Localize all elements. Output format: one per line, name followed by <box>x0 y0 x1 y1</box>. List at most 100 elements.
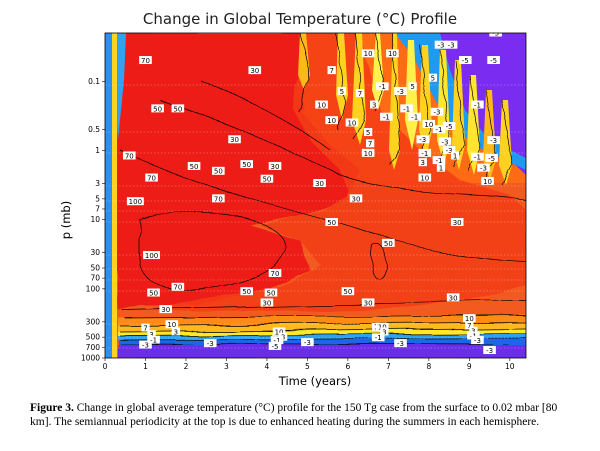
contour-label: 3 <box>149 331 153 339</box>
contour-label-bg <box>371 333 385 342</box>
contour-label: 30 <box>449 294 458 302</box>
contour-label: 10 <box>317 101 326 109</box>
initial-column <box>105 33 115 358</box>
contour-label: 10 <box>424 121 433 129</box>
contour-label-bg <box>432 156 446 165</box>
contour-label-bg <box>380 112 393 121</box>
contour-label: 70 <box>125 152 134 160</box>
contour-label-bg <box>139 56 152 65</box>
contour-label-bg <box>228 135 241 144</box>
contour-label-bg <box>438 137 452 146</box>
contour-label-bg <box>477 163 490 172</box>
contour-label: 30 <box>262 299 271 307</box>
contour-label: 30 <box>250 67 259 75</box>
contour-label-bg <box>430 107 444 116</box>
contour-label: -1 <box>411 114 418 122</box>
contour-label: -1 <box>435 126 442 134</box>
contour-label-bg <box>171 282 185 291</box>
contour-label: -1 <box>474 101 481 109</box>
contour-label-bg <box>489 33 502 37</box>
contour-label-bg <box>270 336 284 345</box>
contour-label: 70 <box>173 284 182 292</box>
contour-label: -1 <box>403 105 410 113</box>
contour-label-bg <box>365 139 375 148</box>
plot-frame <box>104 32 527 359</box>
contour-label: -1 <box>274 337 281 345</box>
contour-label-bg <box>341 287 355 296</box>
contour-label: -1 <box>435 157 442 165</box>
contour-label-bg <box>416 135 430 144</box>
contour-label: -1 <box>379 83 386 91</box>
contour-label: 3 <box>174 328 178 336</box>
contour-label-bg <box>363 128 373 137</box>
contour-label: -3 <box>397 88 404 96</box>
contour-label: 50 <box>242 161 251 169</box>
contour-label-bg <box>361 49 375 58</box>
contour-label-bg <box>382 238 395 247</box>
x-tick-label: 8 <box>426 362 431 371</box>
contour-label-bg <box>272 327 286 336</box>
contour-label-bg <box>418 173 432 182</box>
x-tick-label: 3 <box>224 362 229 371</box>
contour-label: -3 <box>474 337 481 345</box>
contour-label-bg <box>143 251 161 260</box>
contour-label-bg <box>151 104 164 113</box>
contour-label-bg <box>349 194 363 203</box>
contour-label-bg <box>471 152 484 161</box>
x-tick-label: 10 <box>505 362 515 371</box>
contour-label: -3 <box>419 136 426 144</box>
contour-label-bg <box>327 66 336 75</box>
contour-label-bg <box>375 322 389 331</box>
contour-label-bg <box>325 218 338 227</box>
contour-label-bg <box>450 218 464 227</box>
contour-label: -1 <box>375 334 382 342</box>
contour-label: 50 <box>384 240 393 248</box>
contour-label: -3 <box>448 42 455 50</box>
x-tick-label: 9 <box>467 362 472 371</box>
contour-label-bg <box>458 56 472 65</box>
contour-label: 30 <box>271 163 280 171</box>
contour-label-bg <box>432 125 446 134</box>
contour-label-bg <box>418 158 427 167</box>
caption-text: Change in global average temperature (°C… <box>30 402 558 428</box>
gridlines <box>105 84 526 349</box>
y-tick-label: 5 <box>95 194 100 203</box>
contour-label: 30 <box>352 195 361 203</box>
contour-label: -3 <box>446 147 453 155</box>
band-minus5 <box>118 344 526 358</box>
contour-label-bg <box>451 151 460 160</box>
contour-label: -5 <box>490 57 497 65</box>
contour-label-bg <box>400 104 413 113</box>
contour-label-bg <box>268 268 282 277</box>
contour-label: 10 <box>465 315 474 323</box>
contour-label: 50 <box>242 288 251 296</box>
y-tick-label: 0.1 <box>88 77 100 86</box>
contour-label: 5 <box>410 83 414 91</box>
contour-label: -3 <box>207 340 214 348</box>
contour-label-bg <box>444 40 458 49</box>
contour-label: 10 <box>275 328 284 336</box>
y-tick-label: 30 <box>90 248 100 257</box>
y-tick-label: 50 <box>90 264 100 273</box>
contour-label-bg <box>467 331 480 340</box>
contour-label-bg <box>408 112 421 121</box>
contour-label-bg <box>386 49 399 58</box>
x-tick-label: 4 <box>265 362 270 371</box>
contour-label-bg <box>380 327 389 336</box>
hot-region-50 <box>140 33 526 312</box>
contour-label-bg <box>139 340 152 349</box>
contour-label-bg <box>260 298 274 307</box>
contour-label-bg <box>434 40 448 49</box>
contour-label: 10 <box>347 119 356 127</box>
contour-label: -3 <box>490 137 497 145</box>
contour-label-bg <box>337 86 346 95</box>
contour-label-bg <box>428 73 438 82</box>
contour-label: 5 <box>366 129 370 137</box>
contour-label: -3 <box>442 138 449 146</box>
contour-label-bg <box>159 305 173 314</box>
contour-label: 5 <box>431 75 435 83</box>
contour-label-bg <box>442 122 456 131</box>
x-axis-label: Time (years) <box>278 374 351 388</box>
contour-label: 50 <box>190 163 199 171</box>
